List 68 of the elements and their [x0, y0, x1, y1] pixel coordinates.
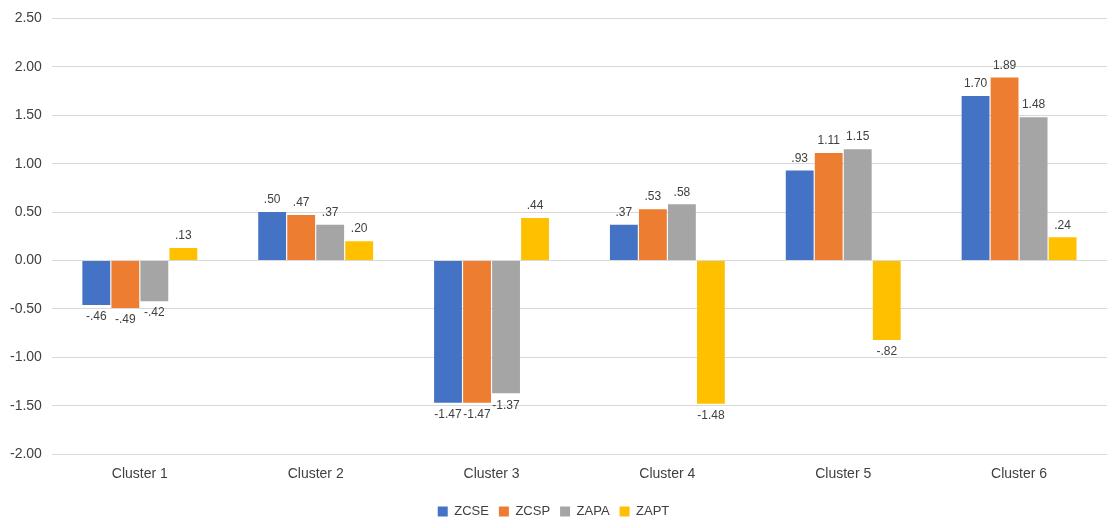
y-tick-label: -0.50	[9, 299, 43, 316]
data-label: -.46	[85, 309, 107, 324]
data-label: -.82	[876, 344, 898, 359]
x-tick-label: Cluster 6	[991, 465, 1048, 482]
bar	[463, 261, 491, 403]
data-label: 1.15	[846, 129, 870, 144]
data-label: -.42	[144, 305, 165, 320]
data-label: .50	[263, 192, 281, 207]
x-tick-label: Cluster 3	[463, 465, 520, 482]
data-label: .37	[615, 204, 633, 219]
y-tick-label: -1.00	[9, 348, 43, 365]
data-label: .53	[644, 189, 662, 204]
data-label: -1.48	[697, 408, 725, 423]
bar	[696, 261, 725, 404]
bar	[345, 241, 374, 261]
data-label: .47	[292, 195, 310, 210]
data-label: 1.70	[963, 76, 988, 91]
x-tick-label: Cluster 2	[287, 465, 344, 482]
data-label: .44	[526, 198, 544, 213]
data-label: .20	[350, 221, 368, 236]
x-tick-label: Cluster 4	[639, 465, 696, 482]
data-label: .58	[673, 184, 691, 199]
legend-label: ZAPT	[636, 503, 670, 519]
bar	[82, 261, 111, 306]
y-tick-label: 0.50	[14, 202, 43, 219]
bar	[1019, 117, 1048, 261]
data-label: .13	[175, 228, 193, 243]
bar	[638, 209, 667, 261]
bar	[492, 261, 520, 394]
data-label: .93	[791, 150, 809, 165]
bar	[434, 261, 462, 403]
data-label: -.49	[114, 312, 136, 327]
bar	[111, 261, 140, 308]
y-tick-label: 1.50	[14, 106, 43, 123]
data-label: 1.89	[992, 57, 1017, 72]
data-label: 1.11	[817, 133, 841, 148]
bar	[169, 247, 198, 261]
data-label: 1.48	[1021, 97, 1046, 112]
bar	[843, 149, 872, 261]
data-label: -1.47	[434, 407, 463, 422]
y-tick-label: -1.50	[9, 396, 43, 413]
y-tick-label: 0.00	[14, 251, 43, 268]
bar	[814, 153, 843, 261]
bar	[1048, 237, 1077, 261]
y-tick-label: -2.00	[9, 445, 43, 462]
data-label: .37	[321, 204, 339, 219]
data-label: .24	[1054, 217, 1072, 232]
bar	[785, 170, 814, 261]
data-label: -1.47	[463, 407, 492, 422]
bar	[287, 214, 316, 261]
bar	[609, 224, 638, 261]
x-tick-label: Cluster 5	[815, 465, 872, 482]
data-label: -1.37	[492, 397, 521, 412]
bar	[667, 204, 696, 261]
bar	[258, 212, 287, 261]
bar	[872, 261, 901, 340]
legend-label: ZCSE	[454, 503, 490, 519]
y-tick-label: 1.00	[14, 154, 43, 171]
bar	[990, 77, 1019, 261]
x-tick-label: Cluster 1	[111, 465, 169, 482]
legend-label: ZCSP	[515, 503, 551, 519]
legend-label: ZAPA	[576, 503, 610, 519]
y-tick-label: 2.00	[14, 57, 43, 74]
bar	[316, 224, 345, 261]
bar	[140, 261, 169, 302]
bar	[521, 217, 549, 261]
y-tick-label: 2.50	[14, 9, 43, 26]
bar	[961, 95, 990, 261]
